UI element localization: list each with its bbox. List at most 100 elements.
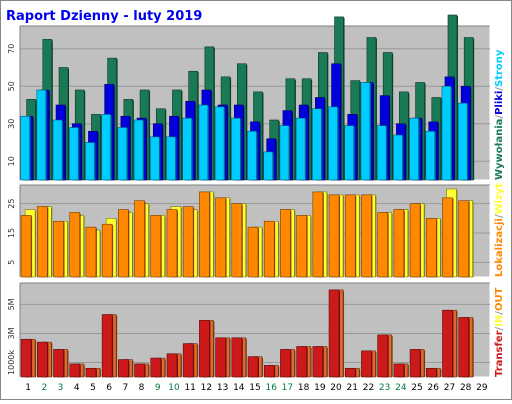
bar-middle-sites-25 xyxy=(409,203,422,278)
bar xyxy=(85,142,95,181)
bar-bottom-kbytes_in-14 xyxy=(231,337,243,378)
bar xyxy=(296,215,307,278)
bar-top-pages-23 xyxy=(376,125,388,181)
legend-entry: / xyxy=(494,326,505,330)
legend-entry: / xyxy=(494,115,505,119)
x-tick-label: 7 xyxy=(122,383,128,393)
x-tick-label: 1 xyxy=(25,383,31,393)
chart-title: Raport Dzienny - luty 2019 xyxy=(6,9,202,24)
bar xyxy=(360,82,371,181)
bar-top-pages-24 xyxy=(393,134,404,181)
bar xyxy=(182,343,194,378)
bar-top-pages-28 xyxy=(457,102,469,181)
bar xyxy=(231,337,243,378)
bar xyxy=(296,346,307,378)
bar-bottom-kbytes_in-19 xyxy=(312,346,324,378)
bar xyxy=(231,203,243,278)
bar xyxy=(117,127,128,181)
bar-middle-sites-22 xyxy=(361,194,373,278)
bar xyxy=(247,226,259,278)
bar-bottom-kbytes_in-8 xyxy=(134,363,146,378)
y-tick-label: 1000k xyxy=(7,350,16,375)
bar xyxy=(247,356,259,378)
bar-top-pages-7 xyxy=(117,127,128,181)
y-tick-label: 5M xyxy=(7,298,16,310)
bar xyxy=(37,341,48,378)
x-tick-label: 22 xyxy=(363,383,374,393)
bar xyxy=(425,218,437,278)
legend-entry: OUT xyxy=(494,287,505,311)
bar xyxy=(215,197,226,278)
bar-bottom-kbytes_in-20 xyxy=(328,289,341,378)
x-tick-label: 14 xyxy=(233,383,245,393)
bar-bottom-kbytes_in-7 xyxy=(118,359,130,378)
bar xyxy=(101,314,113,378)
x-tick-label: 12 xyxy=(201,383,212,393)
bar-top-pages-17 xyxy=(279,125,290,181)
legend-text: Wywołania/Pliki/Strony xyxy=(494,49,505,180)
y-tick-label: 70 xyxy=(7,44,16,54)
bar xyxy=(409,117,419,181)
bar-top-pages-10 xyxy=(166,136,177,181)
bar xyxy=(458,317,469,378)
bar xyxy=(393,209,405,278)
x-tick-label: 10 xyxy=(168,383,180,393)
x-tick-label: 9 xyxy=(155,383,161,393)
bar-middle-sites-3 xyxy=(53,220,65,278)
x-tick-label: 2 xyxy=(41,383,47,393)
bar xyxy=(393,363,405,378)
bar-middle-sites-23 xyxy=(377,212,389,278)
bar-top-pages-22 xyxy=(360,82,371,181)
bar xyxy=(215,337,226,378)
legend-text: Lokalizacji/Wizyt xyxy=(494,183,505,277)
bar xyxy=(377,334,388,378)
legend-entry: Strony xyxy=(494,49,505,87)
bar-top-pages-9 xyxy=(149,136,161,181)
bar xyxy=(166,136,176,181)
bar xyxy=(377,212,388,278)
bar xyxy=(198,104,209,181)
panel-bottom: 1000k 3M 5M xyxy=(7,282,491,378)
bar-top-pages-11 xyxy=(182,117,193,181)
x-tick-label: 8 xyxy=(139,383,145,393)
bar xyxy=(457,102,468,181)
bar-middle-sites-18 xyxy=(296,215,308,278)
bar xyxy=(20,115,30,181)
bar-middle-sites-1 xyxy=(20,215,33,278)
bar-middle-sites-2 xyxy=(37,206,49,278)
legend-entry: Wywołania xyxy=(494,119,505,180)
legend-entry: / xyxy=(494,87,505,91)
bar xyxy=(279,125,290,181)
bar xyxy=(52,119,63,181)
bar xyxy=(182,206,194,278)
bar-bottom-kbytes_in-22 xyxy=(361,350,373,378)
bar-middle-sites-14 xyxy=(231,203,243,278)
bar xyxy=(344,125,355,181)
y-tick-label: 50 xyxy=(7,81,16,91)
bar-bottom-kbytes_in-12 xyxy=(199,320,211,378)
x-tick-label: 19 xyxy=(314,383,326,393)
bar xyxy=(376,125,387,181)
bar xyxy=(101,223,113,278)
x-tick-label: 23 xyxy=(379,383,390,393)
bar xyxy=(133,119,144,181)
bar-bottom-kbytes_in-11 xyxy=(182,343,195,378)
bar xyxy=(280,209,291,278)
bar-middle-sites-20 xyxy=(328,194,341,278)
legend-text: Transfer/IN/OUT xyxy=(494,287,505,377)
bar-bottom-kbytes_in-15 xyxy=(247,356,259,378)
bar-bottom-kbytes_in-27 xyxy=(442,309,454,378)
bar-bottom-kbytes_in-4 xyxy=(69,363,81,378)
bar-top-pages-1 xyxy=(20,115,31,181)
x-tick-label: 29 xyxy=(476,383,488,393)
bar-top-pages-14 xyxy=(230,117,242,181)
bar-top-pages-4 xyxy=(68,127,80,181)
bar-top-pages-3 xyxy=(52,119,64,181)
bar xyxy=(344,367,356,378)
bar xyxy=(69,212,81,278)
bar-top-pages-25 xyxy=(409,117,420,181)
y-tick-label: 5 xyxy=(7,260,16,265)
bar xyxy=(20,215,32,278)
